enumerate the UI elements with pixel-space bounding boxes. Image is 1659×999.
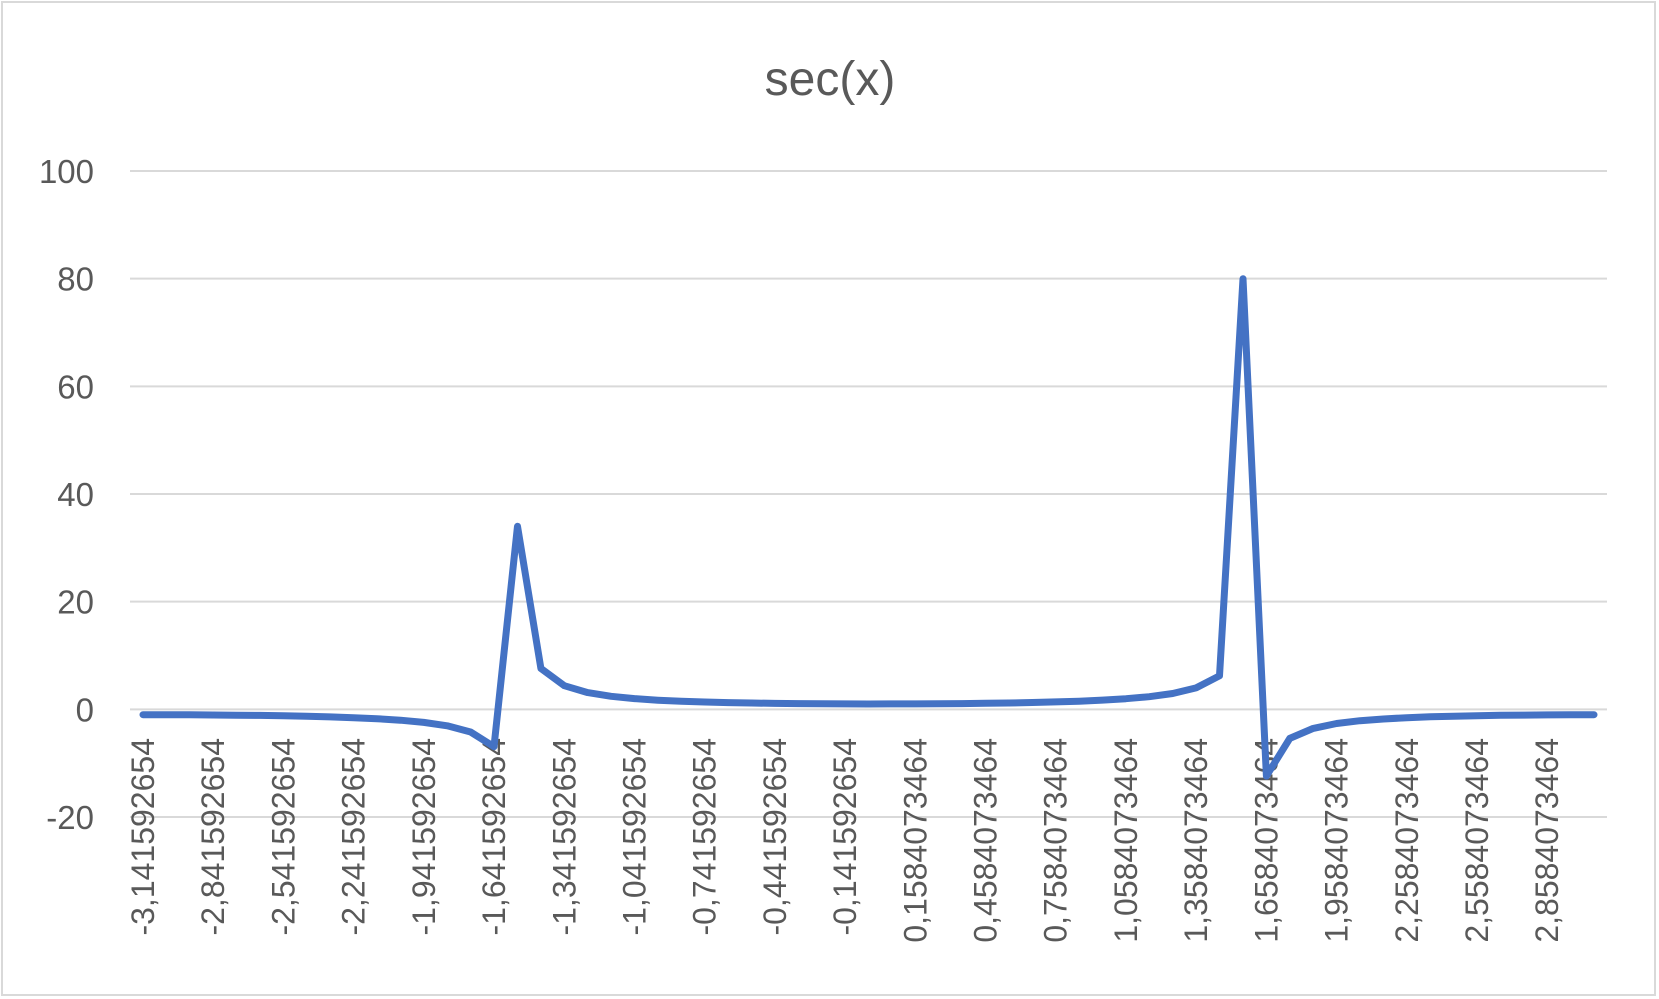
x-tick-label: 1,9584073464 xyxy=(1319,738,1355,943)
series-group xyxy=(139,275,1598,780)
y-tick-label: 60 xyxy=(57,368,94,405)
x-tick-label: -3,141592654 xyxy=(125,738,161,936)
y-tick-label: -20 xyxy=(46,799,94,836)
x-tick-label: -1,641592654 xyxy=(476,738,512,936)
x-tick-label: -0,441592654 xyxy=(757,738,793,936)
y-tick-label: 20 xyxy=(57,584,94,621)
x-tick-label: -1,341592654 xyxy=(546,738,582,936)
x-tick-label: -1,041592654 xyxy=(616,738,652,936)
x-tick-label: 2,8584073464 xyxy=(1529,738,1565,943)
x-tick-label: 2,2584073464 xyxy=(1389,738,1425,943)
x-tick-label: -0,741592654 xyxy=(687,738,723,936)
chart-title: sec(x) xyxy=(765,53,896,106)
y-tick-label: 0 xyxy=(76,691,94,728)
x-tick-label: 1,0584073464 xyxy=(1108,738,1144,943)
x-tick-label: -2,241592654 xyxy=(336,738,372,936)
x-tick-label: 0,4584073464 xyxy=(968,738,1004,943)
x-tick-label: -2,541592654 xyxy=(265,738,301,936)
x-tick-label: -2,841592654 xyxy=(195,738,231,936)
series-line xyxy=(139,275,1598,780)
y-tick-label: 40 xyxy=(57,476,94,513)
x-tick-label: -0,141592654 xyxy=(827,738,863,936)
x-tick-label: 0,7584073464 xyxy=(1038,738,1074,943)
y-axis-tick-labels: -20 0 20 40 60 80 100 xyxy=(39,153,94,836)
x-tick-label: 1,3584073464 xyxy=(1178,738,1214,943)
y-tick-label: 100 xyxy=(39,153,94,190)
x-axis-tick-labels: -3,141592654 -2,841592654 -2,541592654 -2,2… xyxy=(125,738,1565,943)
gridlines xyxy=(130,170,1607,818)
x-tick-label: 0,1584073464 xyxy=(897,738,933,943)
x-tick-label: 2,5584073464 xyxy=(1459,738,1495,943)
x-tick-label: -1,941592654 xyxy=(406,738,442,936)
y-tick-label: 80 xyxy=(57,261,94,298)
